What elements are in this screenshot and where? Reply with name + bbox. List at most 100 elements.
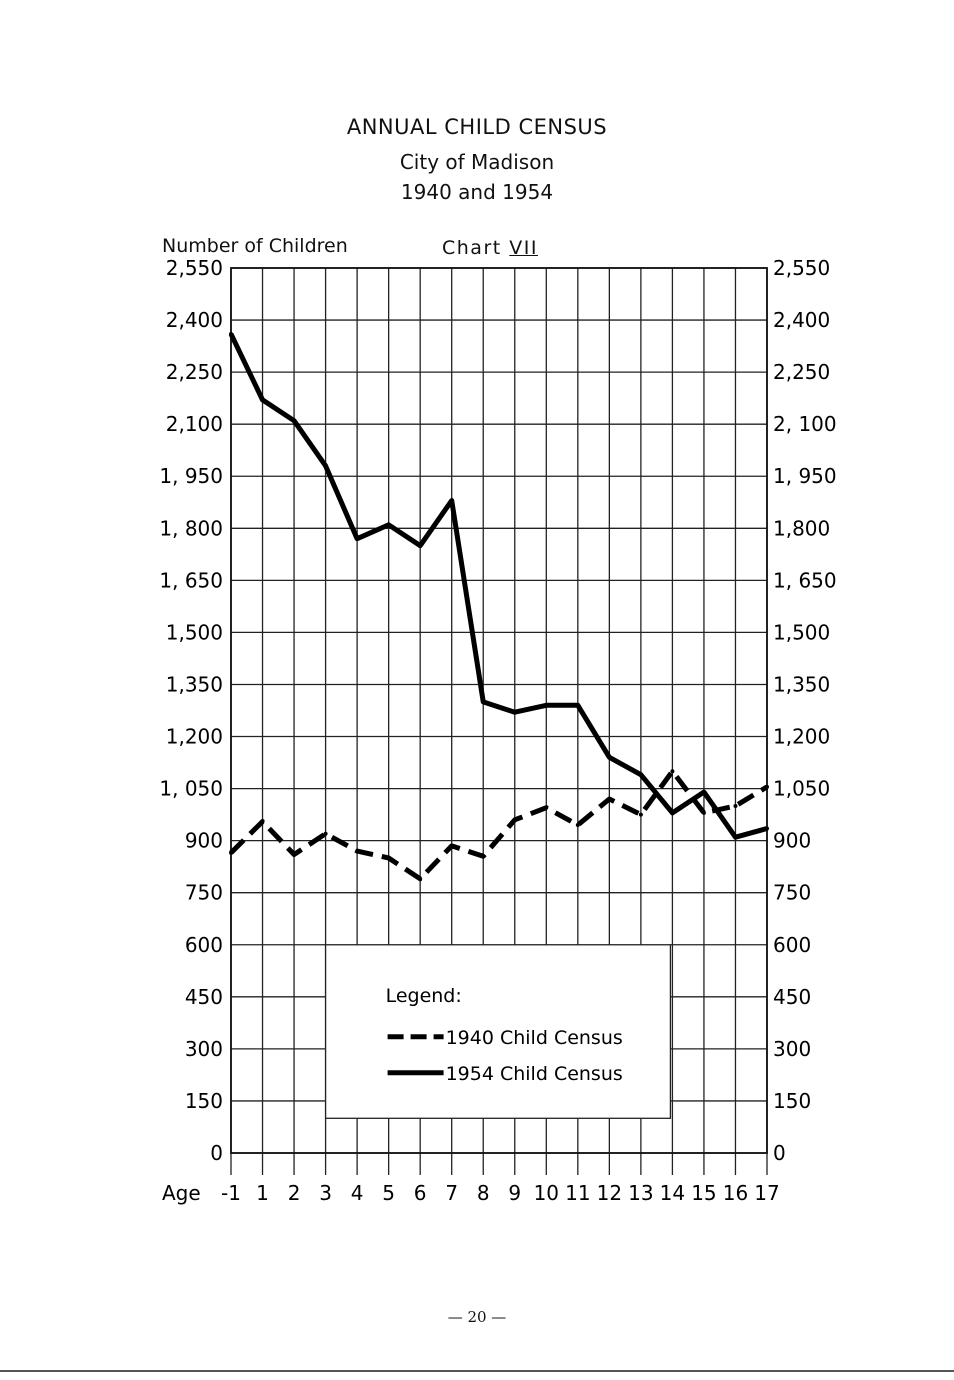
data-point-1940 [386,856,391,860]
x-tick-label: 2 [288,1181,301,1205]
data-point-1940 [323,831,328,836]
x-tick-label: 15 [691,1181,716,1205]
y-tick-label-right: 0 [773,1141,786,1165]
data-point-1954 [512,710,517,715]
chart-title: ANNUAL CHILD CENSUS [346,115,608,139]
x-tick-label: 7 [445,1181,458,1205]
data-point-1954 [481,699,486,704]
y-tick-label-right: 2,550 [773,256,830,280]
data-point-1954 [765,826,769,831]
data-point-1954 [449,498,454,503]
y-tick-label-right: 1,350 [773,672,830,696]
plot-border [230,267,768,1154]
y-tick-label-right: 450 [773,985,811,1009]
y-tick-label-left: 150 [185,1089,223,1113]
data-point-1954 [701,790,706,795]
legend-label-1940: 1940 Child Census [446,1027,623,1049]
y-tick-label-right: 1,800 [773,516,830,540]
y-tick-label-right: 1,500 [773,620,830,644]
y-tick-label-left: 750 [185,881,223,905]
data-point-1954 [355,536,360,541]
y-tick-label-right: 300 [773,1037,811,1061]
x-tick-label: 9 [508,1181,521,1205]
x-tick-label: 5 [382,1181,395,1205]
y-tick-label-right: 1, 650 [773,568,837,592]
y-tick-label-left: 2,400 [166,308,223,332]
y-tick-label-right: 1,200 [773,725,830,749]
y-tick-label-right: 2, 100 [773,412,837,436]
y-tick-label-right: 2,400 [773,308,830,332]
chart-roman-numeral: VII [509,237,538,259]
data-point-1954 [575,703,580,708]
y-tick-label-right: 750 [773,881,811,905]
data-point-1940 [481,854,486,859]
bottom-rule [0,1370,954,1372]
y-tick-label-right: 1, 950 [773,464,837,488]
x-tick-label: 4 [351,1181,364,1205]
y-tick-label-left: 1,500 [166,620,223,644]
y-tick-label-left: 0 [210,1141,223,1165]
y-tick-label-left: 450 [185,985,223,1009]
data-point-1940 [670,769,675,774]
y-tick-label-right: 600 [773,933,811,957]
x-tick-label: 13 [628,1181,653,1205]
data-point-1954 [292,418,297,423]
legend-label-1954: 1954 Child Census [446,1063,623,1085]
x-tick-label: 1 [256,1181,269,1205]
data-point-1940 [292,852,297,857]
data-point-1954 [260,397,265,402]
y-tick-label-left: 1,350 [166,672,223,696]
x-tick-label: 8 [477,1181,490,1205]
y-tick-label-left: 1, 650 [159,568,223,592]
data-point-1940 [733,803,738,808]
legend-box [324,944,672,1119]
x-tick-label: 17 [754,1181,779,1205]
series-line-1954 [228,332,768,840]
chart-number-label: Chart VII [442,237,538,259]
data-point-1940 [355,849,360,854]
y-tick-label-right: 150 [773,1089,811,1113]
data-point-1954 [544,703,549,708]
data-point-1940 [544,805,549,810]
y-tick-label-left: 900 [185,829,223,853]
data-point-1940 [260,819,265,824]
data-point-1954 [638,772,643,777]
page-number: — 20 — [447,1308,507,1326]
data-point-1954 [670,810,675,815]
data-point-1940 [449,843,454,848]
data-point-1940 [701,810,706,815]
y-tick-label-left: 1, 950 [159,464,223,488]
x-tick-label: 6 [414,1181,427,1205]
data-point-1940 [418,876,423,881]
x-tick-label: 14 [660,1181,685,1205]
data-point-1940 [575,823,580,828]
data-point-1940 [638,812,643,817]
data-point-1940 [607,797,612,801]
x-tick-label: 16 [723,1181,748,1205]
y-tick-label-left: 1,200 [166,725,223,749]
x-tick-label: 3 [319,1181,332,1205]
legend-title: Legend: [386,985,462,1007]
y-tick-label-left: 2,550 [166,256,223,280]
data-point-1954 [386,522,391,527]
chart-subtitle-city: City of Madison [399,150,555,174]
y-tick-label-left: 600 [185,933,223,957]
series-line-1940 [229,768,769,882]
y-tick-label-right: 1,050 [773,777,830,801]
data-point-1954 [323,463,328,468]
x-tick-label: 12 [597,1181,622,1205]
data-point-1954 [418,543,423,548]
data-point-1940 [512,817,517,822]
y-tick-label-left: 1, 800 [159,516,223,540]
y-axis-label: Number of Children [162,235,348,257]
y-tick-label-right: 900 [773,829,811,853]
x-axis-label: Age [162,1181,201,1205]
data-point-1954 [733,835,738,840]
y-tick-label-left: 1, 050 [159,777,223,801]
chart-subtitle-years: 1940 and 1954 [400,180,554,204]
data-point-1954 [607,755,612,760]
x-tick-label: 10 [534,1181,559,1205]
y-tick-label-right: 2,250 [773,360,830,384]
chart-word: Chart [442,237,502,259]
